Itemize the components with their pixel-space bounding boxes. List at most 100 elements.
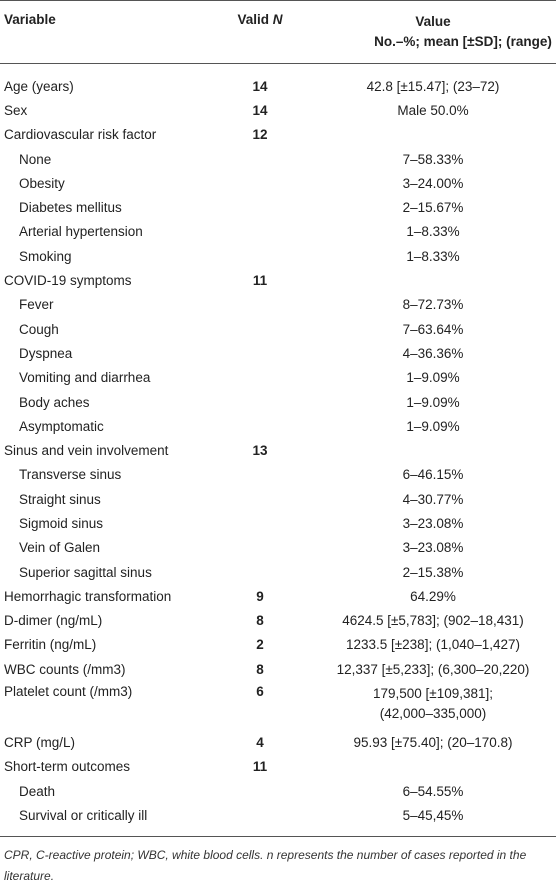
cell-variable: Death: [19, 783, 56, 799]
cell-valid-n: [210, 171, 310, 195]
cell-value: 4624.5 [±5,783]; (902–18,431): [342, 613, 524, 629]
cell-value: 7–63.64%: [402, 321, 464, 337]
table-row: Short-term outcomes 11: [0, 755, 556, 779]
table-row: Diabetes mellitus 2–15.67%: [0, 195, 556, 219]
table-row: Transverse sinus 6–46.15%: [0, 463, 556, 487]
cell-value: Male 50.0%: [397, 102, 469, 118]
cell-value: 4–30.77%: [402, 491, 464, 507]
cell-valid-n: 8: [256, 661, 264, 677]
cell-value: [310, 438, 556, 462]
cell-value: 6–46.15%: [402, 467, 464, 483]
cell-variable: Platelet count (/mm3): [4, 684, 133, 700]
table-row: Ferritin (ng/mL) 2 1233.5 [±238]; (1,040–1…: [0, 633, 556, 657]
cell-variable: Diabetes mellitus: [19, 200, 122, 216]
cell-value: 179,500 [±109,381]; (42,000–335,000): [310, 681, 556, 730]
cell-valid-n: 11: [252, 759, 268, 775]
cell-valid-n: 14: [252, 102, 268, 118]
cell-valid-n: [210, 803, 310, 837]
cell-value: 2–15.38%: [402, 564, 464, 580]
cell-variable: Survival or critically ill: [0, 803, 210, 837]
cell-variable: Vein of Galen: [19, 540, 101, 556]
cell-valid-n: [210, 366, 310, 390]
cell-valid-n: [210, 195, 310, 219]
cell-value: 1233.5 [±238]; (1,040–1,427): [345, 637, 521, 653]
cell-valid-n: [210, 487, 310, 511]
table-row: Dyspnea 4–36.36%: [0, 341, 556, 365]
header-value: Value No.–%; mean [±SD]; (range): [310, 0, 556, 64]
header-variable: Variable: [0, 0, 210, 64]
table-row: Survival or critically ill 5–45,45%: [0, 803, 556, 837]
cell-valid-n: 13: [252, 443, 268, 459]
cell-variable: WBC counts (/mm3): [4, 661, 126, 677]
cell-value: 64.29%: [410, 588, 456, 604]
cell-value: 42.8 [±15.47]; (23–72): [366, 78, 500, 94]
cell-variable: Sigmoid sinus: [19, 515, 104, 531]
table-row: Sinus and vein involvement 13: [0, 438, 556, 462]
table-row: Fever 8–72.73%: [0, 293, 556, 317]
cell-value: [310, 755, 556, 779]
cell-variable: CRP (mg/L): [4, 735, 76, 751]
cell-variable: COVID-19 symptoms: [4, 273, 132, 289]
cell-valid-n: 11: [252, 273, 268, 289]
cell-variable: Obesity: [19, 175, 65, 191]
table-row: Straight sinus 4–30.77%: [0, 487, 556, 511]
table-row: CRP (mg/L) 4 95.93 [±75.40]; (20–170.8): [0, 730, 556, 754]
cell-valid-n: 6: [256, 684, 264, 700]
table-row: D-dimer (ng/mL) 8 4624.5 [±5,783]; (902–18…: [0, 609, 556, 633]
table-footnote: CPR, C-reactive protein; WBC, white bloo…: [4, 847, 527, 883]
cell-valid-n: [210, 560, 310, 584]
cell-variable: Superior sagittal sinus: [19, 564, 152, 580]
cell-value: 3–23.08%: [402, 515, 464, 531]
header-valid-n: Valid N: [210, 0, 310, 64]
cell-variable: Sinus and vein involvement: [4, 443, 169, 459]
cell-variable: Age (years): [4, 78, 74, 94]
cell-value: 12,337 [±5,233]; (6,300–20,220): [336, 661, 530, 677]
cell-variable: None: [19, 151, 52, 167]
cell-valid-n: 9: [256, 588, 264, 604]
table-row: WBC counts (/mm3) 8 12,337 [±5,233]; (6,30…: [0, 657, 556, 681]
table-row: Body aches 1–9.09%: [0, 390, 556, 414]
cell-variable: Asymptomatic: [19, 418, 104, 434]
cell-value: [310, 268, 556, 292]
table-row: Cough 7–63.64%: [0, 317, 556, 341]
cell-value: 2–15.67%: [402, 200, 464, 216]
table-row: Sex 14 Male 50.0%: [0, 98, 556, 122]
cell-variable: Smoking: [19, 248, 72, 264]
cell-value-line: 179,500 [±109,381];: [372, 686, 493, 702]
cell-value: 4–36.36%: [402, 345, 464, 361]
cell-valid-n: [210, 147, 310, 171]
table-row: Superior sagittal sinus 2–15.38%: [0, 560, 556, 584]
cell-value: 1–9.09%: [406, 394, 460, 410]
cell-variable: Sex: [4, 102, 28, 118]
cell-variable: Cardiovascular risk factor: [4, 127, 157, 143]
cell-valid-n: [210, 244, 310, 268]
cell-valid-n: [210, 779, 310, 803]
cell-valid-n: [210, 414, 310, 438]
table-body: Age (years) 14 42.8 [±15.47]; (23–72) Sex 14…: [0, 64, 556, 837]
cell-variable: Short-term outcomes: [4, 759, 131, 775]
table-row: Vomiting and diarrhea 1–9.09%: [0, 366, 556, 390]
table-header: Variable Valid N Value No.–%; mean [±SD]…: [0, 0, 556, 64]
table-row: Sigmoid sinus 3–23.08%: [0, 511, 556, 535]
data-table: Variable Valid N Value No.–%; mean [±SD]…: [0, 0, 556, 837]
cell-variable: Straight sinus: [19, 491, 101, 507]
cell-valid-n: 14: [252, 78, 268, 94]
cell-value: 1–8.33%: [406, 248, 460, 264]
cell-valid-n: [210, 317, 310, 341]
cell-value: 95.93 [±75.40]; (20–170.8): [353, 735, 513, 751]
cell-valid-n: [210, 463, 310, 487]
cell-variable: Dyspnea: [19, 345, 73, 361]
cell-variable: Hemorrhagic transformation: [4, 588, 172, 604]
cell-variable: Body aches: [19, 394, 90, 410]
table-row: Arterial hypertension 1–8.33%: [0, 220, 556, 244]
table-row: COVID-19 symptoms 11: [0, 268, 556, 292]
cell-valid-n: [210, 220, 310, 244]
cell-value: 3–23.08%: [402, 540, 464, 556]
cell-variable: Vomiting and diarrhea: [19, 370, 151, 386]
cell-value: 1–8.33%: [406, 224, 460, 240]
cell-valid-n: 2: [256, 637, 264, 653]
table-row: Death 6–54.55%: [0, 779, 556, 803]
cell-value: [310, 123, 556, 147]
cell-variable: Cough: [19, 321, 59, 337]
table-row: Smoking 1–8.33%: [0, 244, 556, 268]
